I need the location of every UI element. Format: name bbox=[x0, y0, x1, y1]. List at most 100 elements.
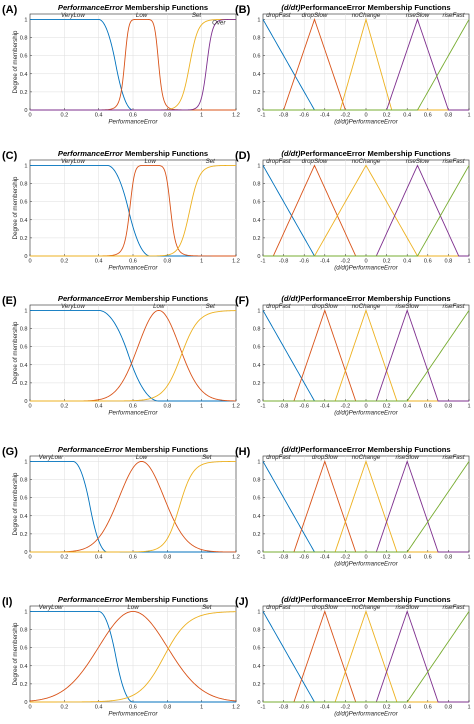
x-axis-label: PerformanceError bbox=[108, 410, 158, 417]
series-line-set bbox=[30, 310, 237, 402]
series-line-risefast bbox=[263, 310, 470, 402]
y-tick-label: 1 bbox=[24, 163, 27, 169]
series-label-nochange: noChange bbox=[352, 454, 381, 461]
panel-label: (E) bbox=[2, 295, 17, 307]
x-tick-label: 0 bbox=[28, 259, 31, 265]
panel-label: (C) bbox=[2, 150, 18, 162]
x-tick-label: 0.6 bbox=[129, 404, 137, 410]
y-tick-label: 0.6 bbox=[20, 200, 28, 206]
series-label-verylow: VeryLow bbox=[61, 303, 85, 310]
x-tick-label: 0.2 bbox=[60, 404, 68, 410]
y-tick-label: 0.2 bbox=[20, 90, 28, 96]
x-tick-label: -0.2 bbox=[341, 259, 351, 265]
x-tick-label: 0.4 bbox=[95, 705, 103, 711]
x-tick-label: -1 bbox=[261, 555, 266, 561]
chart-title-italic: (d/dt) bbox=[281, 595, 300, 604]
series-line-risefast bbox=[263, 165, 470, 257]
chart-title: PerformanceError Membership Functions bbox=[58, 445, 208, 454]
x-tick-label: 0.4 bbox=[95, 555, 103, 561]
x-tick-label: 1 bbox=[467, 113, 470, 119]
y-tick-label: 0.2 bbox=[253, 381, 261, 387]
panel-label: (J) bbox=[235, 596, 249, 608]
series-label-verylow: VeryLow bbox=[39, 604, 63, 611]
series-label-verylow: VeryLow bbox=[61, 158, 85, 165]
x-tick-label: -0.2 bbox=[341, 705, 351, 711]
x-tick-label: -1 bbox=[261, 259, 266, 265]
chart-title-italic: (d/dt) bbox=[281, 3, 300, 12]
series-label-dropfast: dropFast bbox=[266, 303, 291, 310]
x-tick-label: 1 bbox=[467, 555, 470, 561]
y-tick-label: 0 bbox=[24, 700, 27, 706]
panel-a: (A) PerformanceError Membership Functions… bbox=[2, 3, 240, 126]
x-tick-label: 0.6 bbox=[424, 113, 432, 119]
chart-title-rest: PerformanceError Membership Functions bbox=[300, 294, 450, 303]
y-tick-label: 1 bbox=[257, 308, 260, 314]
y-tick-label: 0.2 bbox=[20, 381, 28, 387]
chart-title-italic: (d/dt) bbox=[281, 149, 300, 158]
x-tick-label: 1.2 bbox=[232, 404, 240, 410]
y-tick-label: 0.8 bbox=[253, 36, 261, 42]
series-label-riseslow: riseSlow bbox=[406, 12, 430, 19]
y-tick-label: 0.8 bbox=[253, 327, 261, 333]
x-tick-label: 0.8 bbox=[163, 404, 171, 410]
x-tick-label: 0.8 bbox=[163, 705, 171, 711]
y-tick-label: 0.4 bbox=[253, 363, 261, 369]
series-label-nochange: noChange bbox=[352, 158, 381, 165]
x-tick-label: 0 bbox=[364, 555, 367, 561]
y-tick-label: 0.6 bbox=[20, 496, 28, 502]
series-label-verylow: VeryLow bbox=[61, 12, 85, 19]
chart-title: PerformanceError Membership Functions bbox=[58, 294, 208, 303]
x-tick-label: -0.2 bbox=[341, 404, 351, 410]
series-label-risefast: riseFast bbox=[443, 604, 465, 611]
y-tick-label: 0.8 bbox=[20, 478, 28, 484]
x-axis-label: (d/dt)PerformanceError bbox=[334, 711, 399, 718]
panel-label: (B) bbox=[235, 4, 251, 16]
y-tick-label: 0.2 bbox=[253, 90, 261, 96]
x-tick-label: 0.8 bbox=[163, 555, 171, 561]
y-tick-label: 0.6 bbox=[253, 54, 261, 60]
x-tick-label: 1 bbox=[467, 259, 470, 265]
x-tick-label: -1 bbox=[261, 705, 266, 711]
panel-i: (I) PerformanceError Membership Functions… bbox=[2, 595, 240, 718]
y-tick-label: 0.6 bbox=[253, 646, 261, 652]
panel-f: (F) (d/dt)PerformanceError Membership Fun… bbox=[235, 294, 471, 417]
x-tick-label: -0.2 bbox=[341, 555, 351, 561]
series-label-dropfast: dropFast bbox=[266, 158, 291, 165]
y-tick-label: 1 bbox=[24, 609, 27, 615]
series-line-set bbox=[30, 461, 236, 553]
y-tick-label: 0.6 bbox=[20, 345, 28, 351]
series-line-low bbox=[29, 610, 237, 702]
x-tick-label: -0.4 bbox=[320, 705, 330, 711]
series-label-risefast: riseFast bbox=[443, 303, 465, 310]
x-tick-label: -0.8 bbox=[279, 555, 289, 561]
x-tick-label: 0.6 bbox=[424, 555, 432, 561]
y-tick-label: 0 bbox=[24, 550, 27, 556]
series-label-risefast: riseFast bbox=[443, 158, 465, 165]
y-tick-label: 0.4 bbox=[20, 664, 28, 670]
y-tick-label: 1 bbox=[257, 459, 260, 465]
x-tick-label: 0.2 bbox=[383, 555, 391, 561]
y-tick-label: 1 bbox=[257, 609, 260, 615]
x-tick-label: 0.2 bbox=[383, 113, 391, 119]
x-tick-label: -0.6 bbox=[299, 259, 309, 265]
x-tick-label: 0.8 bbox=[445, 555, 453, 561]
chart-title: (d/dt)PerformanceError Membership Functi… bbox=[281, 595, 450, 604]
series-label-dropslow: dropSlow bbox=[302, 158, 328, 165]
x-tick-label: 0.2 bbox=[60, 555, 68, 561]
x-tick-label: 0.2 bbox=[60, 113, 68, 119]
panel-e: (E) PerformanceError Membership Functions… bbox=[2, 294, 240, 417]
series-label-set: Set bbox=[206, 303, 216, 310]
series-line-set bbox=[30, 611, 237, 703]
x-tick-label: -0.8 bbox=[279, 113, 289, 119]
x-tick-label: 1 bbox=[200, 113, 203, 119]
y-tick-label: 0.8 bbox=[253, 182, 261, 188]
chart-title: (d/dt)PerformanceError Membership Functi… bbox=[281, 149, 450, 158]
series-label-low: Low bbox=[136, 454, 148, 461]
chart-title-italic: PerformanceError bbox=[58, 294, 124, 303]
series-line-set bbox=[30, 164, 236, 257]
series-label-verylow: VeryLow bbox=[39, 454, 63, 461]
y-tick-label: 0.4 bbox=[253, 514, 261, 520]
x-tick-label: 0.6 bbox=[129, 259, 137, 265]
y-tick-label: 0 bbox=[24, 254, 27, 260]
panel-label: (H) bbox=[235, 446, 251, 458]
